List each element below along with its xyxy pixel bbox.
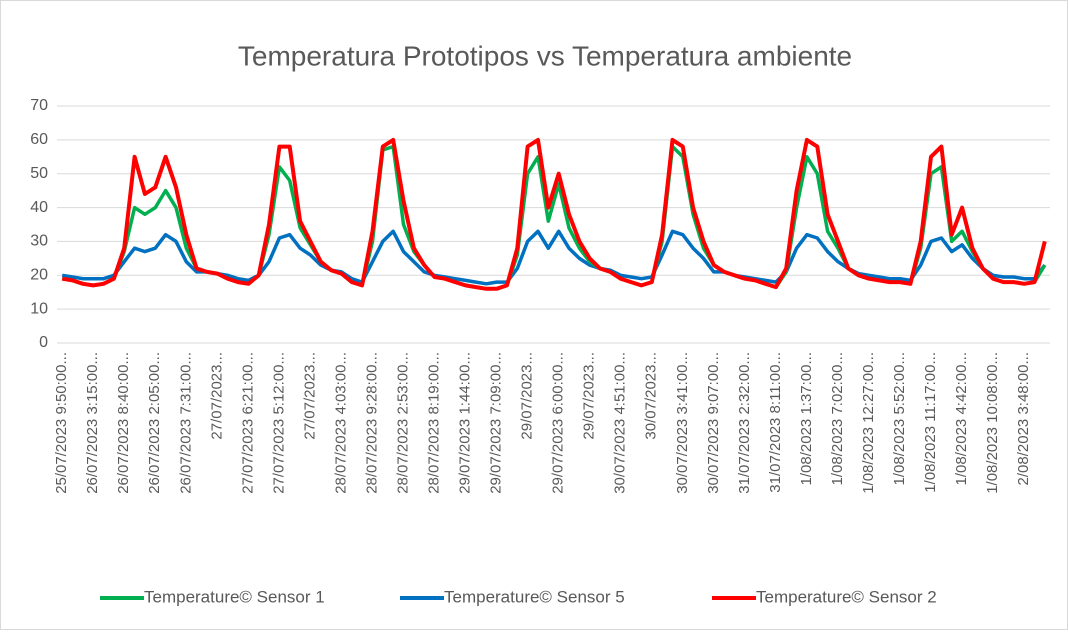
x-tick-label: 1/08/2023 5:52:00... — [891, 352, 908, 485]
x-tick-label: 29/07/2023 1:44:00... — [457, 352, 474, 494]
x-tick-label: 25/07/2023 9:50:00... — [53, 352, 70, 494]
y-tick-label: 30 — [30, 233, 48, 250]
x-tick-label: 1/08/2023 7:02:00... — [829, 352, 846, 485]
chart-title: Temperatura Prototipos vs Temperatura am… — [238, 40, 852, 71]
x-tick-label: 28/07/2023 9:28:00... — [363, 352, 380, 494]
x-tick-label: 26/07/2023 7:31:00... — [177, 352, 194, 494]
x-tick-label: 27/07/2023... — [208, 352, 225, 440]
y-tick-label: 40 — [30, 199, 48, 216]
x-tick-label: 1/08/2023 4:42:00... — [953, 352, 970, 485]
x-tick-label: 28/07/2023 4:03:00... — [332, 352, 349, 494]
x-tick-label: 30/07/2023 9:07:00... — [705, 352, 722, 494]
legend-label: Temperature© Sensor 1 — [144, 587, 325, 606]
x-tick-label: 31/07/2023 2:32:00... — [736, 352, 753, 494]
x-tick-label: 29/07/2023 6:00:00... — [550, 352, 567, 494]
y-tick-label: 70 — [30, 97, 48, 114]
series-line — [61, 137, 1047, 291]
x-tick-label: 30/07/2023 4:51:00... — [612, 352, 629, 494]
x-tick-label: 30/07/2023 3:41:00... — [674, 352, 691, 494]
y-tick-label: 10 — [30, 300, 48, 317]
x-tick-label: 29/07/2023... — [581, 352, 598, 440]
x-tick-label: 28/07/2023 8:19:00... — [426, 352, 443, 494]
x-tick-label: 1/08/2023 1:37:00... — [798, 352, 815, 485]
x-tick-label: 1/08/2023 12:27:00... — [860, 352, 877, 494]
x-tick-label: 29/07/2023 7:09:00... — [488, 352, 505, 494]
x-tick-label: 27/07/2023 6:21:00... — [239, 352, 256, 494]
y-tick-label: 0 — [39, 334, 48, 351]
x-tick-label: 27/07/2023 5:12:00... — [270, 352, 287, 494]
x-tick-label: 1/08/2023 11:17:00... — [922, 352, 939, 493]
x-tick-label: 1/08/2023 10:08:00... — [984, 352, 1001, 494]
x-tick-label: 29/07/2023... — [519, 352, 536, 440]
y-tick-label: 50 — [30, 165, 48, 182]
legend-label: Temperature© Sensor 2 — [756, 587, 937, 606]
x-tick-label: 26/07/2023 2:05:00... — [146, 352, 163, 494]
y-tick-label: 20 — [30, 267, 48, 284]
x-tick-label: 31/07/2023 8:11:00... — [767, 352, 784, 493]
x-tick-label: 2/08/2023 3:48:00... — [1015, 352, 1032, 485]
series-line — [61, 229, 1047, 286]
x-tick-label: 26/07/2023 8:40:00... — [115, 352, 132, 494]
x-tick-label: 26/07/2023 3:15:00... — [84, 352, 101, 494]
x-tick-label: 27/07/2023... — [301, 352, 318, 440]
legend-label: Temperature© Sensor 5 — [444, 587, 625, 606]
x-tick-label: 30/07/2023... — [643, 352, 660, 440]
x-tick-label: 28/07/2023 2:53:00... — [394, 352, 411, 494]
y-tick-label: 60 — [30, 131, 48, 148]
